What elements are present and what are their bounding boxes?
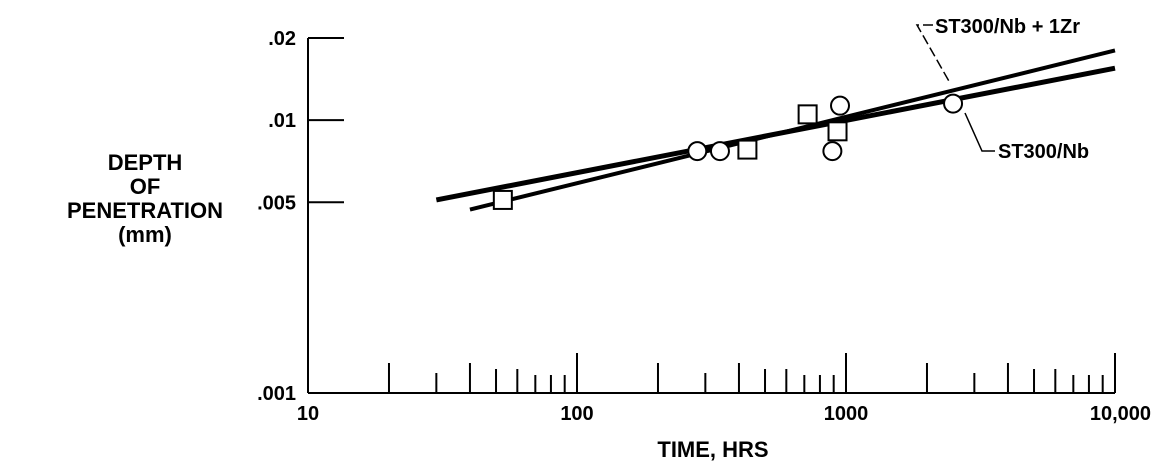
- y-axis-title-line-1: DEPTH: [108, 150, 183, 175]
- y-axis-title: DEPTH OF PENETRATION (mm): [67, 150, 223, 247]
- x-axis-title: TIME, HRS: [657, 437, 768, 462]
- data-markers: [492, 93, 964, 210]
- data-point-square: [737, 139, 758, 160]
- x-minor-ticks: [387, 353, 1116, 393]
- fit-lines: [435, 48, 1116, 212]
- data-point-circle: [943, 93, 964, 114]
- annotation-label-st300-nb-1zr: ST300/Nb + 1Zr: [935, 16, 1080, 38]
- y-tick-label-001: .001: [257, 383, 296, 405]
- axes: [307, 37, 1115, 394]
- data-point-circle: [709, 141, 730, 162]
- x-tick-label-1000: 1000: [824, 403, 869, 425]
- y-axis-title-line-2: OF: [130, 174, 161, 199]
- x-tick-label-100: 100: [560, 403, 593, 425]
- y-tick-label-01: .01: [268, 110, 296, 132]
- annotation-leader-st300-nb: [964, 112, 995, 152]
- data-point-circle: [687, 141, 708, 162]
- y-axis-title-line-3: PENETRATION: [67, 198, 223, 223]
- annotation-leader-st300-nb-1zr: [915, 24, 951, 84]
- data-point-square: [492, 189, 513, 210]
- annotation-label-st300-nb: ST300/Nb: [998, 141, 1089, 163]
- x-tick-label-10: 10: [297, 403, 319, 425]
- series-annotations: ST300/Nb + 1Zr ST300/Nb: [915, 16, 1089, 163]
- tick-labels: .001 .005 .01 .02 10 100 1000 10,000: [257, 28, 1151, 425]
- data-point-circle: [830, 95, 851, 116]
- y-tick-label-005: .005: [257, 192, 296, 214]
- y-axis-title-line-4: (mm): [118, 222, 172, 247]
- data-point-square: [797, 104, 818, 125]
- x-tick-label-10-000: 10,000: [1090, 403, 1151, 425]
- fit-line-st300-nb: [435, 65, 1116, 203]
- data-point-circle: [822, 141, 843, 162]
- y-tick-label-02: .02: [268, 28, 296, 50]
- data-point-square: [827, 121, 848, 142]
